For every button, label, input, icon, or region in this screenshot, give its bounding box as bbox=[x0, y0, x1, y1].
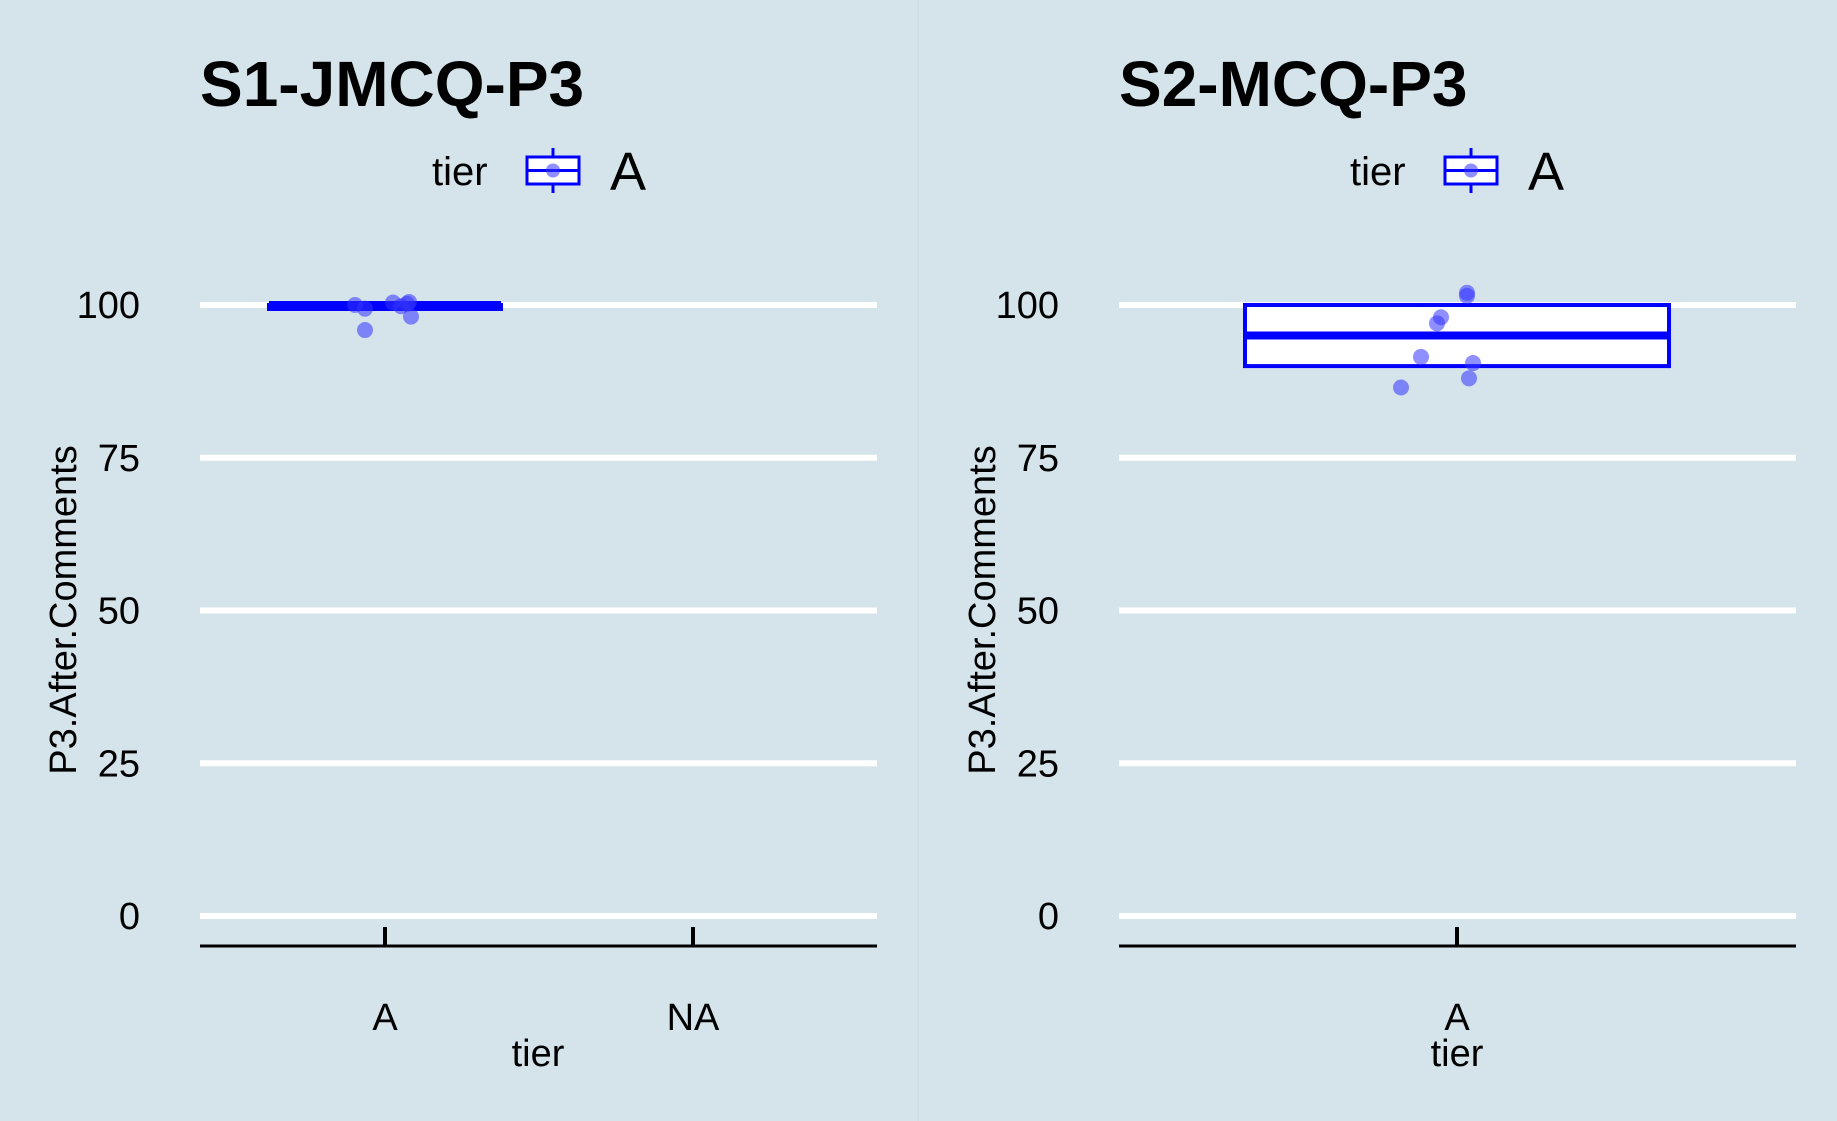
y-tick-label: 100 bbox=[77, 285, 140, 327]
box-A bbox=[1243, 303, 1671, 369]
panel-1: S1-JMCQ-P3 tier A 0 25 50 75 100 A NA tier P3… bbox=[43, 48, 877, 1075]
panel-1-legend: tier A bbox=[432, 142, 646, 202]
data-point bbox=[1461, 370, 1477, 387]
y-tick-label: 75 bbox=[1017, 438, 1059, 480]
panel-2-title: S2-MCQ-P3 bbox=[1119, 48, 1468, 120]
panel-2: S2-MCQ-P3 tier A 0 25 50 75 100 A tier P3.Af… bbox=[962, 48, 1796, 1075]
panel-2-x-ticks: A bbox=[1444, 927, 1470, 1039]
panel-1-legend-key bbox=[525, 148, 581, 193]
panel-1-legend-label: A bbox=[610, 142, 646, 202]
panel-2-points bbox=[1393, 284, 1481, 396]
panel-1-y-tick-labels: 0 25 50 75 100 bbox=[77, 285, 140, 938]
panel-2-legend-key bbox=[1443, 148, 1499, 193]
panel-1-x-ticks: A NA bbox=[372, 927, 720, 1039]
y-tick-label: 100 bbox=[996, 285, 1059, 327]
data-point bbox=[1465, 355, 1481, 372]
x-tick-label: A bbox=[372, 997, 398, 1039]
panel-1-points bbox=[347, 293, 419, 339]
panel-2-legend: tier A bbox=[1350, 142, 1564, 202]
data-point bbox=[1459, 287, 1475, 304]
y-tick-label: 50 bbox=[98, 591, 140, 633]
data-point bbox=[357, 300, 373, 317]
panel-1-title: S1-JMCQ-P3 bbox=[200, 48, 584, 120]
y-tick-label: 0 bbox=[1038, 896, 1059, 938]
panel-1-y-axis-label: P3.After.Comments bbox=[43, 445, 85, 774]
panel-2-boxes bbox=[1243, 303, 1671, 369]
y-tick-label: 50 bbox=[1017, 591, 1059, 633]
data-point bbox=[393, 298, 409, 315]
panel-2-x-axis-label: tier bbox=[1431, 1033, 1484, 1075]
panel-2-y-tick-labels: 0 25 50 75 100 bbox=[996, 285, 1059, 938]
panel-2-y-axis-label: P3.After.Comments bbox=[962, 445, 1004, 774]
data-point bbox=[357, 322, 373, 339]
panel-2-gridlines bbox=[1119, 302, 1796, 919]
y-tick-label: 25 bbox=[98, 743, 140, 785]
data-point bbox=[1393, 379, 1409, 396]
box-A bbox=[267, 301, 503, 311]
panel-1-boxes bbox=[267, 301, 503, 311]
y-tick-label: 0 bbox=[119, 896, 140, 938]
data-point bbox=[1413, 348, 1429, 365]
panel-1-x-axis-label: tier bbox=[512, 1033, 565, 1075]
data-point bbox=[403, 308, 419, 325]
data-point bbox=[1429, 315, 1445, 332]
x-tick-label: A bbox=[1444, 997, 1470, 1039]
panel-2-legend-label: A bbox=[1528, 142, 1564, 202]
x-tick-label: NA bbox=[667, 997, 720, 1039]
panel-1-legend-title: tier bbox=[432, 150, 488, 194]
y-tick-label: 25 bbox=[1017, 743, 1059, 785]
y-tick-label: 75 bbox=[98, 438, 140, 480]
panel-2-legend-title: tier bbox=[1350, 150, 1406, 194]
